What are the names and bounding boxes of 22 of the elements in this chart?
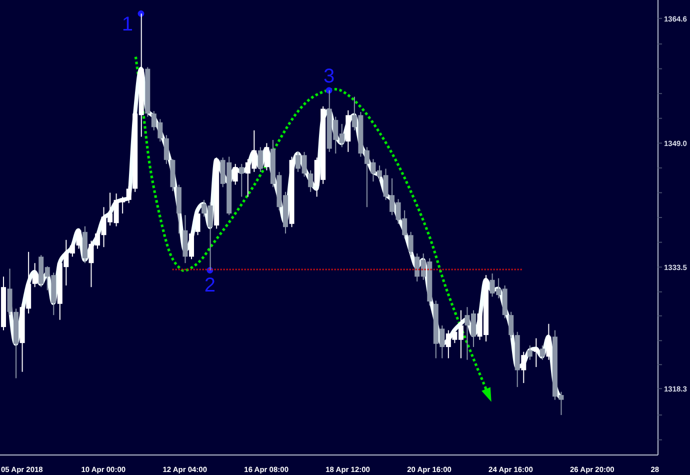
- candlestick: [195, 210, 200, 236]
- candlestick: [308, 170, 314, 192]
- candlestick: [189, 230, 194, 260]
- candlestick: [232, 163, 238, 186]
- candlestick: [521, 351, 526, 384]
- candlestick: [546, 323, 552, 360]
- annotation: 2: [204, 274, 216, 296]
- candlestick: [239, 163, 244, 198]
- candlestick: [76, 228, 82, 250]
- candlestick: [264, 142, 270, 171]
- candlestick: [527, 344, 532, 360]
- annotation: 1: [122, 14, 133, 36]
- candlestick: [534, 338, 539, 368]
- annotation: 3: [323, 65, 335, 88]
- candlestick: [408, 231, 414, 256]
- candlestick: [32, 262, 38, 288]
- candlestick: [540, 344, 545, 360]
- candlestick: [164, 134, 169, 164]
- candlestick: [70, 242, 75, 258]
- candlestick: [508, 311, 514, 339]
- candlestick: [258, 146, 263, 172]
- candlestick: [7, 268, 12, 316]
